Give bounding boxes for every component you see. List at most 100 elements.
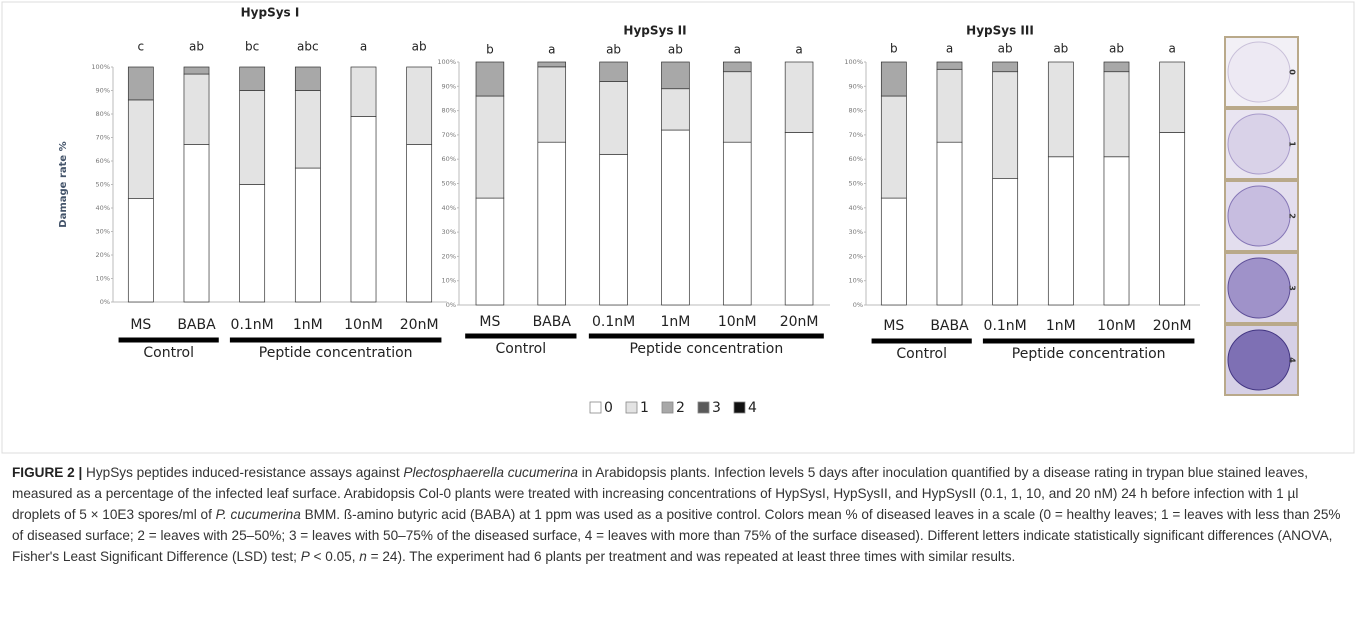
group-label: Control bbox=[143, 345, 194, 361]
bar-segment bbox=[1104, 157, 1129, 305]
y-tick-label: 30% bbox=[442, 228, 456, 236]
y-tick-label: 100% bbox=[437, 58, 456, 66]
bar-segment bbox=[476, 62, 504, 96]
legend-swatch bbox=[626, 402, 637, 413]
leaf-scale-label: 3 bbox=[1288, 285, 1297, 291]
significance-letter: ab bbox=[412, 40, 427, 54]
leaf bbox=[1228, 330, 1290, 390]
group-label: Control bbox=[896, 346, 947, 362]
bar-segment bbox=[662, 89, 690, 130]
bar-segment bbox=[128, 199, 153, 302]
x-tick-label: 20nM bbox=[1153, 318, 1192, 334]
significance-letter: ab bbox=[1053, 42, 1068, 56]
x-tick-label: 20nM bbox=[400, 317, 439, 333]
bar-segment bbox=[1160, 62, 1185, 132]
leaf bbox=[1228, 258, 1290, 318]
y-tick-label: 60% bbox=[849, 155, 863, 163]
bar-segment bbox=[993, 72, 1018, 179]
significance-letter: a bbox=[734, 43, 741, 57]
bar-segment bbox=[723, 72, 751, 142]
y-tick-label: 60% bbox=[96, 157, 110, 165]
x-tick-label: 1nM bbox=[660, 314, 690, 330]
legend-label: 1 bbox=[640, 400, 649, 416]
caption-text: P bbox=[301, 549, 310, 564]
bar-segment bbox=[128, 67, 153, 100]
legend-swatch bbox=[590, 402, 601, 413]
significance-letter: c bbox=[138, 40, 145, 54]
chart-title: HypSys II bbox=[623, 24, 686, 38]
bar-segment bbox=[785, 62, 813, 132]
caption-text: = 24). The experiment had 6 plants per t… bbox=[367, 549, 1015, 564]
significance-letter: a bbox=[946, 42, 953, 56]
significance-letter: ab bbox=[1109, 42, 1124, 56]
x-tick-label: 1nM bbox=[1046, 318, 1076, 334]
x-tick-label: MS bbox=[883, 318, 904, 334]
x-tick-label: 1nM bbox=[293, 317, 323, 333]
y-tick-label: 80% bbox=[96, 110, 110, 118]
y-tick-label: 10% bbox=[849, 277, 863, 285]
legend-swatch bbox=[734, 402, 745, 413]
x-tick-label: MS bbox=[479, 314, 500, 330]
y-tick-label: 20% bbox=[849, 252, 863, 260]
y-tick-label: 40% bbox=[96, 204, 110, 212]
significance-letter: b bbox=[486, 43, 494, 57]
bar-segment bbox=[600, 81, 628, 154]
y-tick-label: 30% bbox=[849, 228, 863, 236]
significance-letter: b bbox=[890, 42, 898, 56]
bar-segment bbox=[993, 62, 1018, 72]
leaf bbox=[1228, 114, 1290, 174]
bar-segment bbox=[538, 62, 566, 67]
caption-text: P. cucumerina bbox=[216, 507, 301, 522]
leaf-scale-label: 0 bbox=[1288, 69, 1297, 75]
y-tick-label: 80% bbox=[442, 107, 456, 115]
y-tick-label: 100% bbox=[91, 63, 110, 71]
bar-segment bbox=[184, 67, 209, 74]
x-tick-label: 10nM bbox=[718, 314, 757, 330]
bar-segment bbox=[881, 198, 906, 305]
y-axis-title: Damage rate % bbox=[58, 141, 69, 227]
group-label: Peptide concentration bbox=[1012, 346, 1166, 362]
bar-segment bbox=[1048, 157, 1073, 305]
x-tick-label: BABA bbox=[533, 314, 572, 330]
significance-letter: a bbox=[1168, 42, 1175, 56]
bar-segment bbox=[600, 62, 628, 81]
legend-label: 0 bbox=[604, 400, 613, 416]
bar-segment bbox=[184, 145, 209, 302]
bar-segment bbox=[1104, 62, 1129, 72]
x-tick-label: 20nM bbox=[780, 314, 819, 330]
significance-letter: a bbox=[548, 43, 555, 57]
bar-segment bbox=[128, 100, 153, 199]
y-tick-label: 20% bbox=[442, 252, 456, 260]
y-tick-label: 90% bbox=[96, 87, 110, 95]
bar-segment bbox=[785, 132, 813, 305]
bar-segment bbox=[240, 185, 265, 303]
chart-title: HypSys I bbox=[241, 6, 300, 20]
legend-label: 4 bbox=[748, 400, 757, 416]
bar-segment bbox=[993, 179, 1018, 305]
bar-segment bbox=[662, 62, 690, 89]
bar-segment bbox=[723, 62, 751, 72]
bar-segment bbox=[407, 67, 432, 145]
caption-text: n bbox=[359, 549, 367, 564]
bar-segment bbox=[351, 116, 376, 302]
caption-text: < 0.05, bbox=[310, 549, 360, 564]
bar-segment bbox=[723, 142, 751, 305]
caption-label: FIGURE 2 | bbox=[12, 465, 82, 480]
legend-label: 3 bbox=[712, 400, 721, 416]
bar-segment bbox=[1160, 132, 1185, 305]
y-tick-label: 90% bbox=[849, 82, 863, 90]
x-tick-label: BABA bbox=[177, 317, 216, 333]
leaf-scale-label: 4 bbox=[1288, 357, 1297, 363]
x-tick-label: 0.1nM bbox=[984, 318, 1027, 334]
caption: FIGURE 2 | HypSys peptides induced-resis… bbox=[12, 462, 1347, 567]
caption-text: HypSys peptides induced-resistance assay… bbox=[82, 465, 403, 480]
significance-letter: bc bbox=[245, 40, 259, 54]
y-tick-label: 100% bbox=[844, 58, 863, 66]
bar-segment bbox=[351, 67, 376, 116]
legend-label: 2 bbox=[676, 400, 685, 416]
y-tick-label: 0% bbox=[100, 298, 110, 306]
bar-segment bbox=[240, 91, 265, 185]
bar-segment bbox=[662, 130, 690, 305]
bar-segment bbox=[295, 91, 320, 169]
